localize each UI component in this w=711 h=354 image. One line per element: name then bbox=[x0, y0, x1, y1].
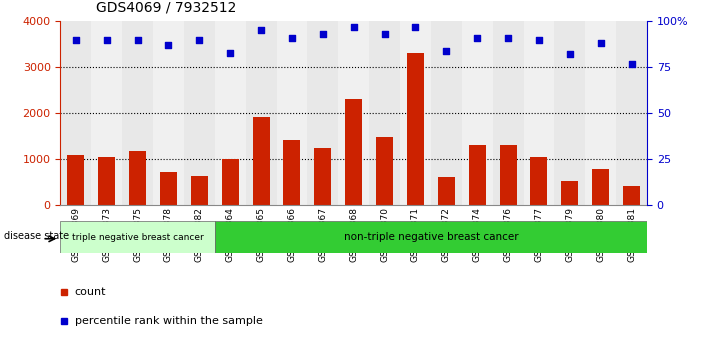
Point bbox=[132, 37, 144, 42]
Bar bbox=[68, 155, 85, 205]
Bar bbox=[500, 145, 517, 205]
Bar bbox=[153, 21, 184, 205]
Point bbox=[564, 52, 575, 57]
Bar bbox=[122, 21, 153, 205]
Bar bbox=[400, 21, 431, 205]
Point bbox=[348, 24, 360, 30]
Bar bbox=[307, 21, 338, 205]
Point bbox=[287, 35, 298, 41]
Bar bbox=[376, 137, 393, 205]
Point bbox=[441, 48, 452, 53]
Point bbox=[410, 24, 421, 30]
Bar bbox=[60, 221, 215, 253]
Point bbox=[101, 37, 112, 42]
Bar bbox=[338, 21, 369, 205]
Bar bbox=[369, 21, 400, 205]
Bar bbox=[469, 145, 486, 205]
Bar bbox=[246, 21, 277, 205]
Bar bbox=[523, 21, 555, 205]
Point bbox=[503, 35, 514, 41]
Point bbox=[595, 40, 606, 46]
Bar bbox=[592, 169, 609, 205]
Bar bbox=[160, 172, 177, 205]
Text: GDS4069 / 7932512: GDS4069 / 7932512 bbox=[96, 0, 236, 14]
Bar bbox=[461, 21, 493, 205]
Bar bbox=[431, 21, 461, 205]
Text: disease state: disease state bbox=[4, 230, 69, 241]
Point bbox=[379, 31, 390, 37]
Bar bbox=[91, 21, 122, 205]
Point bbox=[225, 50, 236, 55]
Bar bbox=[252, 117, 269, 205]
Bar bbox=[438, 177, 455, 205]
Bar bbox=[616, 21, 647, 205]
Text: count: count bbox=[75, 287, 106, 297]
Point bbox=[255, 28, 267, 33]
Bar bbox=[284, 139, 301, 205]
Bar bbox=[346, 98, 362, 205]
Point bbox=[533, 37, 545, 42]
Text: triple negative breast cancer: triple negative breast cancer bbox=[72, 233, 203, 242]
Bar bbox=[215, 21, 246, 205]
Point bbox=[70, 37, 82, 42]
Point bbox=[317, 31, 328, 37]
Bar bbox=[407, 53, 424, 205]
Bar bbox=[191, 176, 208, 205]
Bar bbox=[623, 185, 640, 205]
Bar bbox=[277, 21, 307, 205]
Bar bbox=[314, 148, 331, 205]
Text: percentile rank within the sample: percentile rank within the sample bbox=[75, 316, 262, 326]
Bar bbox=[493, 21, 523, 205]
Point bbox=[626, 61, 637, 67]
Point bbox=[163, 42, 174, 48]
Bar bbox=[530, 157, 547, 205]
Bar bbox=[98, 157, 115, 205]
Bar bbox=[562, 181, 578, 205]
Bar bbox=[215, 221, 647, 253]
Bar bbox=[555, 21, 585, 205]
Bar bbox=[585, 21, 616, 205]
Bar bbox=[222, 159, 239, 205]
Bar bbox=[129, 151, 146, 205]
Bar bbox=[60, 21, 91, 205]
Bar bbox=[184, 21, 215, 205]
Point bbox=[471, 35, 483, 41]
Point bbox=[193, 37, 205, 42]
Text: non-triple negative breast cancer: non-triple negative breast cancer bbox=[343, 232, 518, 242]
